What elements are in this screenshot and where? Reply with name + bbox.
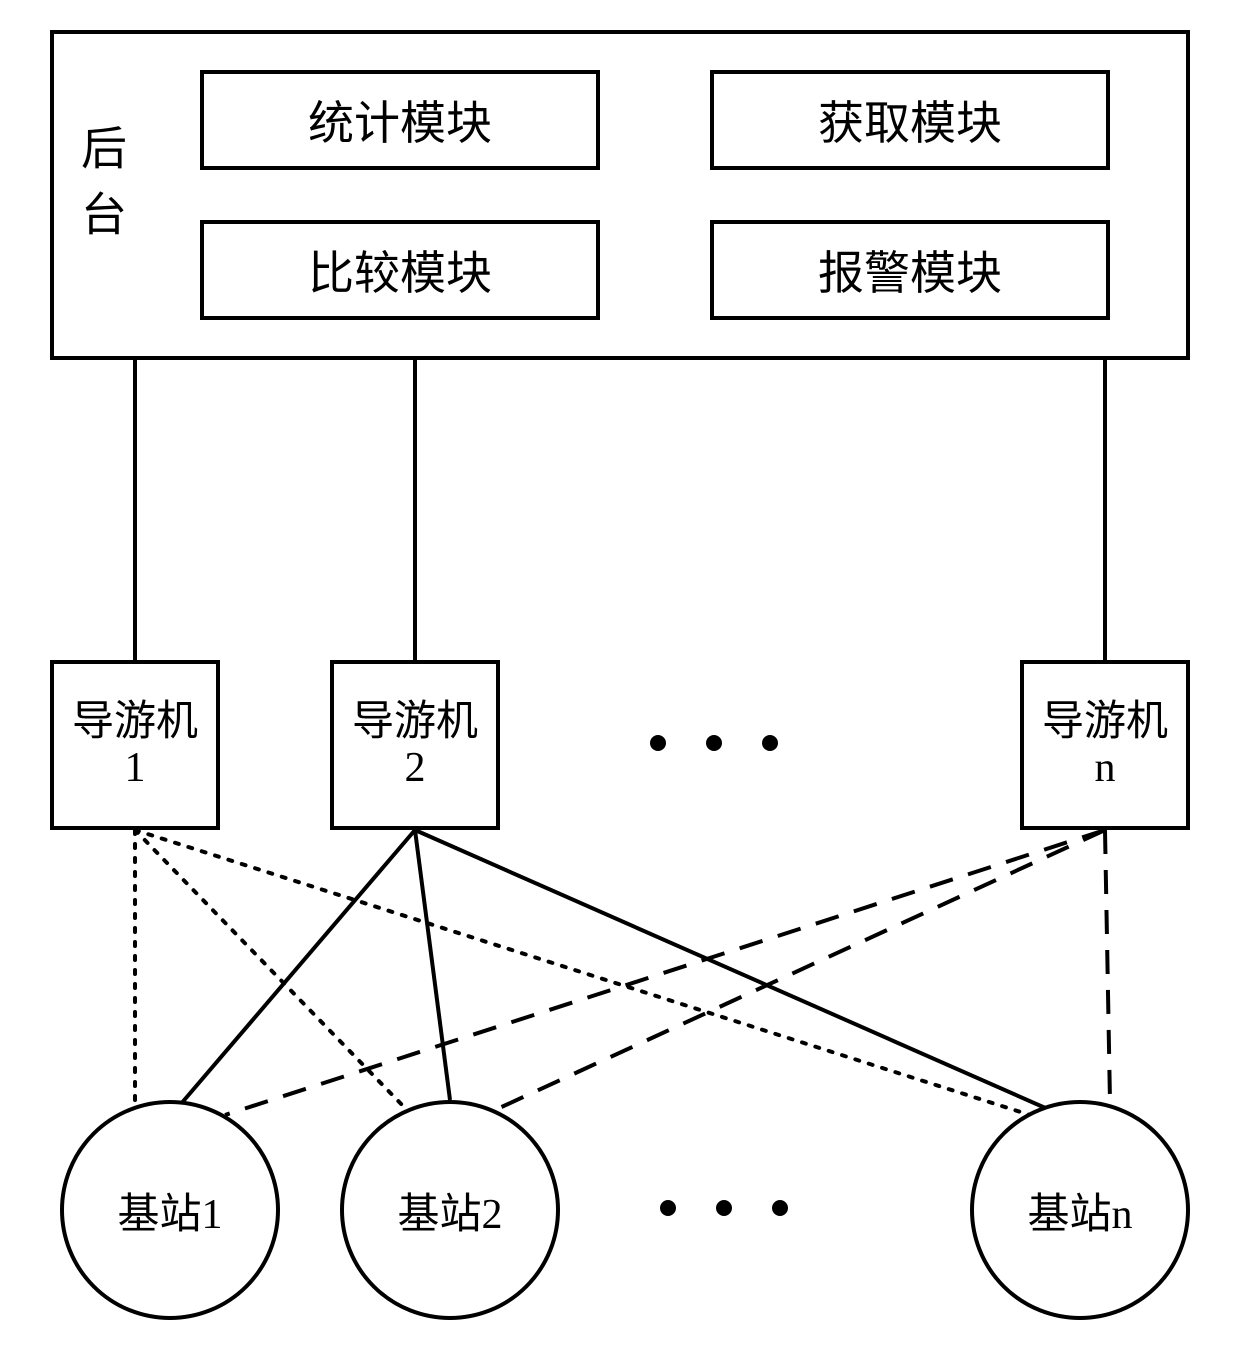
edge-dn-s2 [495,830,1105,1110]
dot [660,1200,676,1216]
edge-d2-s1 [180,830,415,1105]
device-label-top: 导游机 [1042,699,1168,745]
dot [706,735,722,751]
station-ellipsis-dots [660,1200,788,1216]
edge-d1-sn [135,830,1030,1115]
edge-d2-sn [415,830,1050,1110]
device-label-bot: 2 [405,745,426,791]
dot [716,1200,732,1216]
backend-label: 后台 [70,90,130,290]
edge-dn-sn [1105,830,1110,1102]
module-acquire: 获取模块 [710,70,1110,170]
station-s2: 基站2 [340,1100,560,1320]
dot [772,1200,788,1216]
dot [650,735,666,751]
edge-d1-s2 [135,830,405,1108]
module-stat: 统计模块 [200,70,600,170]
module-compare: 比较模块 [200,220,600,320]
module-alarm: 报警模块 [710,220,1110,320]
diagram-canvas: 后台 统计模块获取模块比较模块报警模块 导游机1导游机2导游机n 基站1基站2基… [50,30,1190,1330]
device-ellipsis-dots [650,735,778,751]
dot [762,735,778,751]
device-label-bot: n [1095,745,1116,791]
device-label-top: 导游机 [72,699,198,745]
station-s1: 基站1 [60,1100,280,1320]
station-sn: 基站n [970,1100,1190,1320]
device-label-top: 导游机 [352,699,478,745]
device-label-bot: 1 [125,745,146,791]
device-dn: 导游机n [1020,660,1190,830]
edge-d2-s2 [415,830,450,1100]
device-d2: 导游机2 [330,660,500,830]
device-d1: 导游机1 [50,660,220,830]
edge-dn-s1 [225,830,1105,1115]
